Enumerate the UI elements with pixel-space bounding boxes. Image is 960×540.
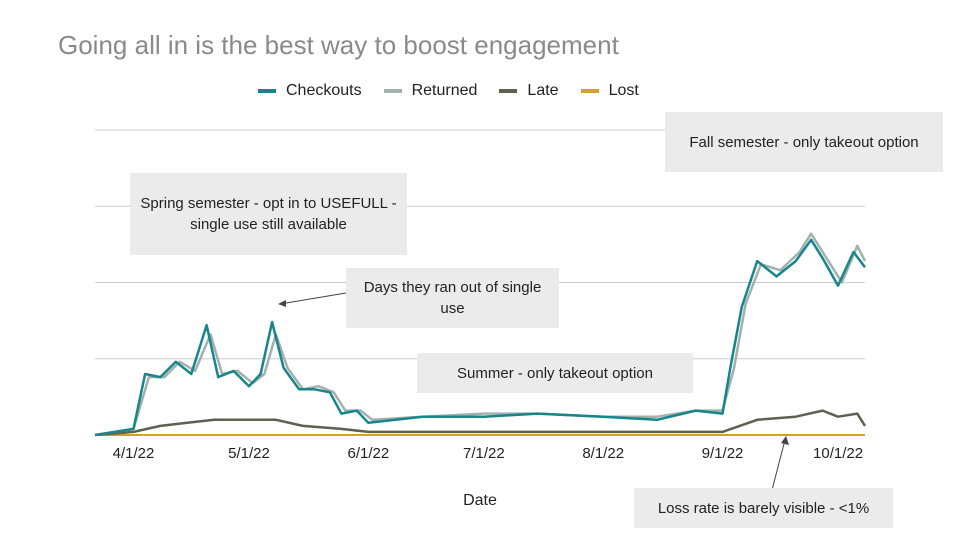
x-axis-ticks: 4/1/22 5/1/22 6/1/22 7/1/22 8/1/22 9/1/22 10/1… (113, 445, 863, 462)
x-tick-label: 8/1/22 (582, 445, 624, 462)
x-tick-label: 10/1/22 (813, 445, 863, 462)
legend-label-returned: Returned (411, 82, 478, 99)
legend-label-lost: Lost (608, 82, 639, 99)
x-axis-label: Date (463, 492, 497, 509)
legend-item-late: Late (499, 82, 559, 100)
legend-swatch-returned (383, 89, 402, 93)
callout-arrow-loss (771, 439, 786, 491)
callout-arrow-ran-out (279, 292, 347, 305)
legend-label-late: Late (527, 82, 559, 99)
x-tick-label: 4/1/22 (113, 445, 155, 462)
legend-item-returned: Returned (383, 82, 478, 100)
legend-swatch-checkouts (258, 89, 276, 93)
callout-ran-out: Days they ran out of single use (346, 268, 559, 328)
x-tick-label: 6/1/22 (347, 445, 389, 462)
callout-summer: Summer - only takeout option (417, 353, 693, 393)
series-line-checkouts (94, 238, 866, 437)
x-tick-label: 9/1/22 (702, 445, 744, 462)
x-tick-label: 5/1/22 (228, 445, 270, 462)
series-lines (94, 232, 867, 437)
legend-label-checkouts: Checkouts (286, 82, 362, 99)
legend-item-lost: Lost (580, 82, 639, 100)
x-tick-label: 7/1/22 (463, 445, 505, 462)
callout-loss-rate: Loss rate is barely visible - <1% (634, 488, 893, 528)
legend: Checkouts Returned Late Lost (258, 82, 639, 100)
chart-title: Going all in is the best way to boost en… (58, 30, 619, 60)
legend-item-checkouts: Checkouts (258, 82, 362, 100)
series-line-returned (94, 232, 867, 437)
legend-swatch-late (499, 89, 518, 93)
callout-arrowhead-ran-out (278, 300, 286, 307)
series-line-late (94, 409, 867, 437)
callout-spring-semester: Spring semester - opt in to USEFULL - si… (130, 173, 407, 255)
legend-swatch-lost (580, 89, 599, 93)
callout-arrowhead-loss (781, 436, 789, 445)
callout-fall-semester: Fall semester - only takeout option (665, 112, 943, 172)
